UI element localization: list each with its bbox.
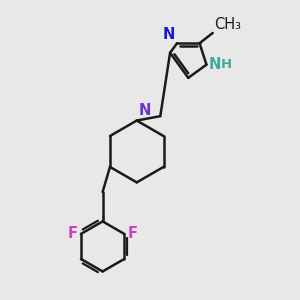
Text: N: N <box>209 57 221 72</box>
Text: CH₃: CH₃ <box>214 17 241 32</box>
Text: N: N <box>138 103 151 118</box>
Text: F: F <box>128 226 138 242</box>
Text: N: N <box>162 27 175 42</box>
Text: H: H <box>220 58 232 71</box>
Text: F: F <box>68 226 77 242</box>
